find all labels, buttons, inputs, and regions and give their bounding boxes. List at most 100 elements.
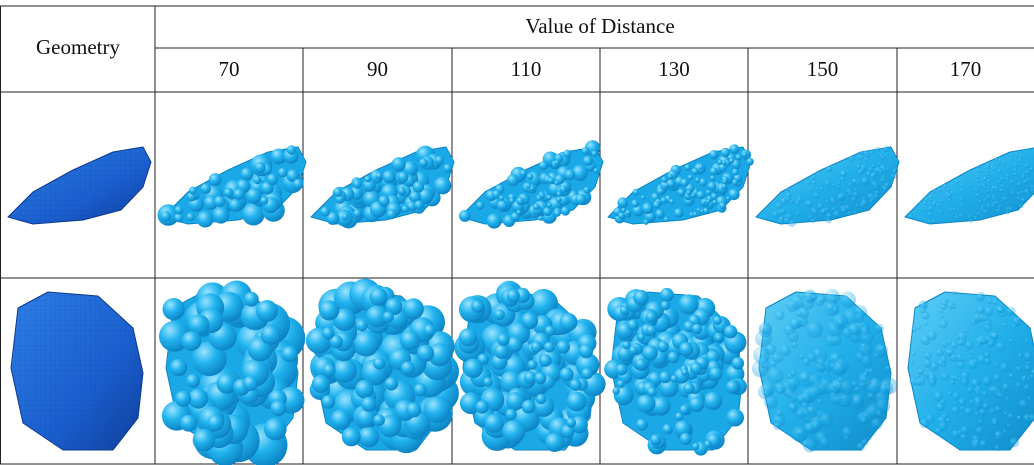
sphere [1029, 167, 1034, 172]
sphere [660, 197, 667, 204]
sphere [982, 198, 987, 203]
sphere [502, 419, 526, 444]
sphere [400, 361, 415, 376]
sphere [364, 175, 372, 183]
sphere [561, 424, 575, 439]
sphere [458, 328, 478, 347]
sphere [911, 351, 916, 356]
sphere [200, 183, 211, 194]
sphere [935, 348, 944, 357]
sphere [864, 368, 870, 374]
sphere [673, 208, 684, 218]
sphere [857, 169, 864, 176]
sphere [763, 362, 771, 370]
sphere [952, 392, 960, 400]
sphere [1022, 173, 1026, 178]
sphere [698, 165, 703, 170]
sphere [471, 300, 484, 313]
sphere [631, 199, 640, 208]
sphere [174, 213, 184, 223]
sphere [806, 321, 823, 338]
sphere [837, 193, 844, 200]
sphere [412, 181, 425, 193]
sphere [833, 366, 839, 373]
sphere [977, 168, 982, 173]
sphere [169, 358, 188, 377]
sphere [636, 418, 648, 431]
sphere [1006, 423, 1011, 428]
sphere [960, 425, 970, 435]
sphere [951, 304, 957, 310]
sphere [459, 210, 471, 222]
sphere [937, 188, 942, 193]
sphere [780, 208, 787, 214]
sphere [826, 212, 833, 220]
sphere [663, 216, 669, 222]
sphere [951, 406, 960, 415]
sphere [254, 162, 266, 173]
sphere [881, 175, 887, 180]
sphere [935, 203, 940, 208]
sphere [554, 210, 561, 217]
geometry-mesh [11, 292, 143, 450]
sphere [969, 350, 974, 355]
sphere [950, 341, 958, 350]
sphere [534, 372, 547, 385]
sphere [800, 373, 810, 383]
sphere [322, 363, 336, 377]
sphere [875, 398, 891, 414]
sphere [408, 190, 421, 203]
sphere [1005, 397, 1010, 401]
sphere [277, 167, 288, 178]
sphere [991, 194, 996, 199]
sphere [535, 194, 542, 201]
sphere [329, 335, 343, 349]
sphere [854, 187, 859, 192]
sphere [851, 381, 858, 388]
sphere [997, 169, 1002, 174]
sphere [806, 180, 811, 185]
sphere [539, 354, 552, 367]
sphere [984, 357, 990, 364]
sphere [1015, 382, 1022, 389]
sphere [805, 200, 813, 208]
sphere [186, 212, 195, 222]
sphere [874, 190, 880, 196]
sphere [675, 412, 684, 421]
sphere [977, 199, 982, 204]
sphere [1024, 170, 1029, 175]
sphere [763, 390, 771, 398]
image-cells: 70 90 110 130 150 170 [7, 57, 1034, 465]
sphere [1023, 384, 1031, 391]
sphere [986, 172, 990, 176]
sphere [947, 193, 952, 198]
sphere [878, 169, 884, 175]
sphere [832, 183, 837, 188]
sphere [997, 180, 1002, 185]
sphere [506, 392, 525, 411]
sphere [645, 311, 657, 323]
sphere [939, 309, 944, 314]
sphere [731, 168, 739, 176]
sphere [829, 296, 836, 303]
sphere [1017, 415, 1021, 420]
sphere [931, 219, 936, 224]
sphere [923, 358, 933, 368]
sphere [992, 420, 998, 427]
sphere [546, 202, 552, 208]
sphere [786, 299, 799, 312]
sphere [333, 308, 356, 332]
sphere [642, 345, 658, 361]
sphere [781, 198, 786, 203]
sphere [803, 422, 815, 434]
sphere [726, 380, 740, 394]
sphere [678, 294, 699, 315]
sphere [991, 332, 999, 341]
sphere [848, 182, 852, 187]
sphere [957, 430, 963, 436]
sphere [877, 161, 882, 166]
sphere [683, 382, 695, 394]
sphere [824, 179, 832, 187]
sphere [947, 197, 952, 202]
sphere [838, 376, 844, 383]
